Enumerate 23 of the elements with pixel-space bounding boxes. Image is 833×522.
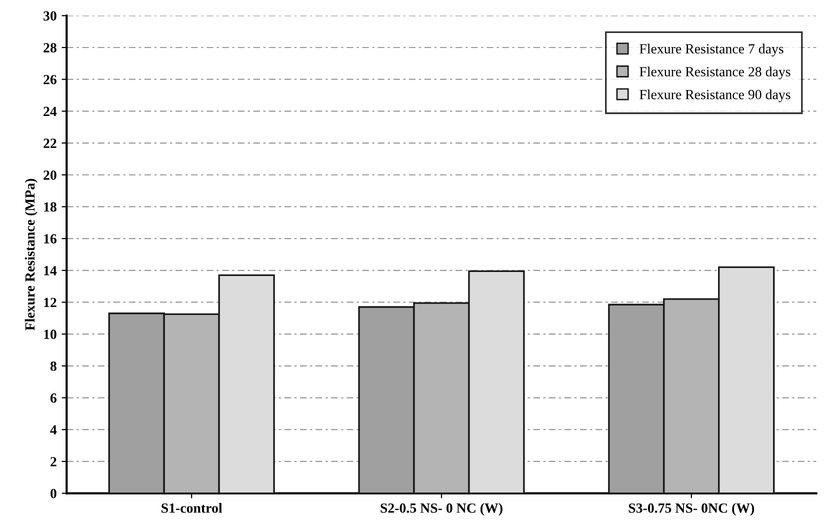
y-tick-label: 28 xyxy=(44,43,56,52)
y-tick-label: 2 xyxy=(50,457,56,466)
y-tick-label: 30 xyxy=(44,11,56,21)
y-tick-label: 4 xyxy=(50,425,57,434)
y-tick-label: 20 xyxy=(44,170,56,180)
x-tick-label: S1-control xyxy=(162,503,222,513)
y-tick-label: 10 xyxy=(44,330,56,340)
y-tick-label: 12 xyxy=(44,298,56,308)
x-tick-label: S2-0.5 NS- 0 NC (W) xyxy=(380,503,502,516)
y-axis-title: Flexure Resistance (MPa) xyxy=(24,178,38,330)
y-tick-label: 8 xyxy=(50,362,56,371)
y-tick-label: 0 xyxy=(50,488,56,498)
y-tick-label: 26 xyxy=(44,74,57,84)
y-tick-label: 16 xyxy=(44,234,57,244)
y-tick-label: 24 xyxy=(44,106,57,116)
y-tick-label: 18 xyxy=(44,202,56,212)
legend-label: Flexure Resistance 28 days xyxy=(640,66,790,80)
y-tick-label: 22 xyxy=(44,138,56,148)
legend-label: Flexure Resistance 90 days xyxy=(640,89,790,102)
y-tick-label: 14 xyxy=(44,266,57,276)
x-tick-label: S3-0.75 NS- 0NC (W) xyxy=(628,503,754,516)
y-tick-label: 6 xyxy=(50,393,57,403)
legend-label: Flexure Resistance 7 days xyxy=(640,44,784,56)
